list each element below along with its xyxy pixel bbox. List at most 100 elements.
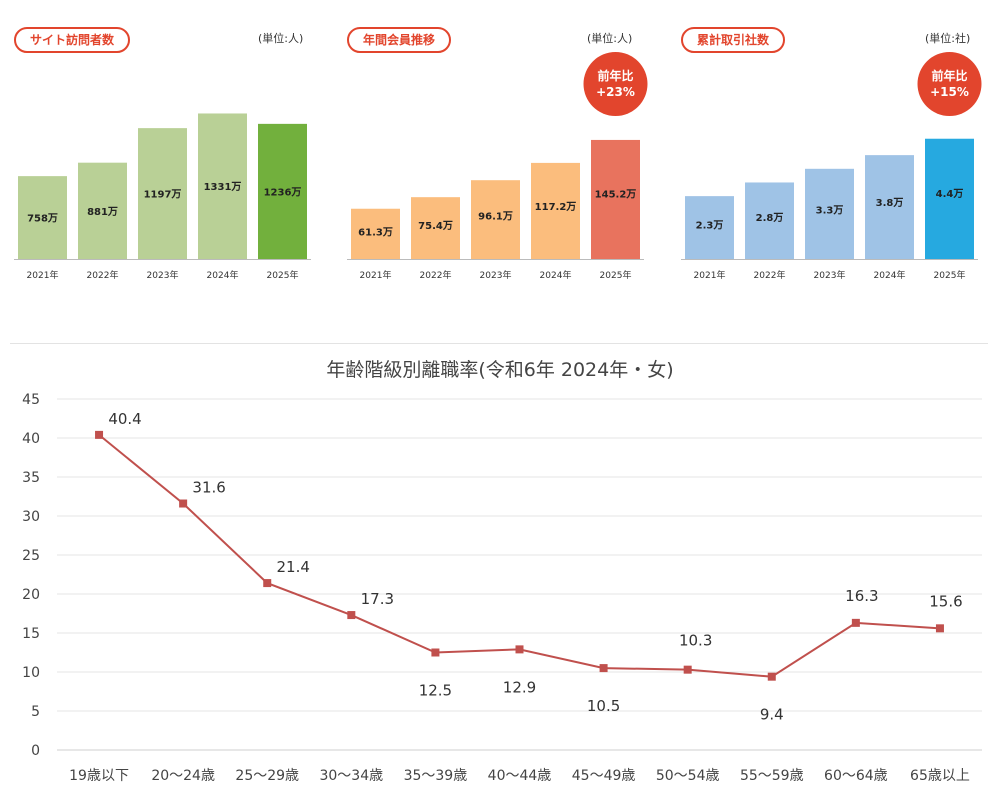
x-tick-label: 55～59歳 — [740, 768, 804, 784]
bar-category-label: 2024年 — [207, 269, 239, 281]
unit-label: (単位:社) — [925, 32, 971, 45]
data-label: 31.6 — [192, 479, 225, 497]
y-tick-label: 10 — [22, 665, 40, 681]
yoy-badge-label: 前年比 — [931, 68, 967, 83]
x-tick-label: 20～24歳 — [151, 768, 215, 784]
bar — [258, 123, 307, 259]
panel-title-pill: サイト訪問者数 — [14, 27, 131, 53]
x-tick-label: 25～29歳 — [235, 768, 299, 784]
bar-category-label: 2021年 — [360, 269, 392, 281]
bar — [18, 176, 67, 259]
bar-category-label: 2024年 — [874, 269, 906, 281]
panel-title-pill: 年間会員推移 — [347, 27, 452, 53]
data-point — [347, 611, 356, 620]
bar-category-label: 2022年 — [420, 269, 452, 281]
bar-value-label: 2.3万 — [696, 219, 724, 231]
bar-value-label: 75.4万 — [418, 220, 453, 232]
x-tick-label: 19歳以下 — [69, 768, 129, 784]
bar-value-label: 96.1万 — [478, 211, 513, 223]
data-label: 9.4 — [760, 706, 784, 724]
bar-category-label: 2023年 — [480, 269, 512, 281]
bar-panel-members: 年間会員推移 (単位:人) — [333, 0, 643, 300]
bar-value-label: 4.4万 — [936, 188, 964, 200]
x-tick-label: 65歳以上 — [910, 768, 970, 784]
bar-category-label: 2021年 — [694, 269, 726, 281]
bar — [865, 155, 914, 259]
data-label: 12.9 — [503, 678, 536, 696]
bar-category-label: 2025年 — [600, 269, 632, 281]
yoy-badge — [917, 52, 982, 116]
bar-category-label: 2022年 — [87, 269, 119, 281]
data-point — [263, 579, 272, 588]
y-tick-label: 20 — [22, 587, 40, 603]
data-point — [935, 624, 944, 633]
data-point — [431, 648, 440, 657]
bar — [138, 128, 187, 259]
y-tick-label: 45 — [22, 392, 40, 408]
bar-charts: 758万 2021年 881万 2022年 1197万 2023年 1331万 2024年 12… — [14, 52, 982, 281]
bar-panel-companies: 累計取引社数 (単位:社) — [667, 0, 977, 300]
bar-category-label: 2023年 — [147, 269, 179, 281]
x-tick-label: 50～54歳 — [656, 768, 720, 784]
data-label: 10.3 — [679, 632, 712, 650]
bar — [198, 113, 247, 260]
bar — [351, 208, 400, 259]
bar-category-label: 2025年 — [267, 269, 299, 281]
data-point — [95, 430, 104, 439]
yoy-badge — [583, 52, 648, 116]
bar-value-label: 61.3万 — [358, 226, 393, 238]
panel-title-pill: 累計取引社数 — [681, 27, 786, 53]
yoy-badge-value: +15% — [930, 85, 969, 99]
data-point — [767, 672, 776, 681]
data-label: 12.5 — [419, 682, 452, 700]
bar-value-label: 881万 — [87, 206, 118, 218]
bar — [78, 162, 127, 259]
bar — [925, 138, 974, 259]
data-point — [851, 618, 860, 627]
x-tick-label: 45～49歳 — [572, 768, 636, 784]
bar-category-label: 2021年 — [27, 269, 59, 281]
data-point — [599, 664, 608, 673]
yoy-badge-label: 前年比 — [597, 68, 633, 83]
bar-category-label: 2025年 — [934, 269, 966, 281]
data-label: 15.6 — [929, 592, 962, 610]
y-tick-label: 0 — [31, 743, 40, 759]
x-tick-label: 35～39歳 — [404, 768, 468, 784]
x-tick-label: 60～64歳 — [824, 768, 888, 784]
bar — [745, 182, 794, 259]
x-tick-label: 30～34歳 — [319, 768, 383, 784]
y-tick-label: 40 — [22, 431, 40, 447]
bar-category-label: 2022年 — [754, 269, 786, 281]
x-tick-label: 40～44歳 — [488, 768, 552, 784]
bar-value-label: 3.8万 — [876, 197, 904, 209]
data-point — [683, 665, 692, 674]
bar — [471, 180, 520, 259]
bar — [531, 162, 580, 259]
bar-category-label: 2024年 — [540, 269, 572, 281]
unit-label: (単位:人) — [258, 32, 304, 45]
bar-value-label: 1197万 — [144, 189, 182, 201]
y-tick-label: 25 — [22, 548, 40, 564]
bar-value-label: 758万 — [27, 213, 58, 225]
series-line — [98, 434, 941, 678]
data-label: 40.4 — [108, 410, 141, 428]
bar-value-label: 1236万 — [264, 186, 302, 198]
bar — [805, 168, 854, 259]
bar-value-label: 3.3万 — [816, 204, 844, 216]
data-point — [515, 645, 524, 654]
y-tick-label: 30 — [22, 509, 40, 525]
bar-category-label: 2023年 — [814, 269, 846, 281]
data-point — [179, 499, 188, 508]
bar — [411, 197, 460, 259]
y-tick-label: 15 — [22, 626, 40, 642]
bar-value-label: 2.8万 — [756, 212, 784, 224]
data-label: 21.4 — [277, 558, 310, 576]
y-tick-label: 5 — [31, 704, 40, 720]
bar-value-label: 145.2万 — [595, 189, 637, 201]
y-tick-label: 35 — [22, 470, 40, 486]
bar — [591, 139, 640, 259]
data-label: 17.3 — [361, 590, 394, 608]
bar-value-label: 1331万 — [204, 181, 242, 193]
unit-label: (単位:人) — [587, 32, 633, 45]
